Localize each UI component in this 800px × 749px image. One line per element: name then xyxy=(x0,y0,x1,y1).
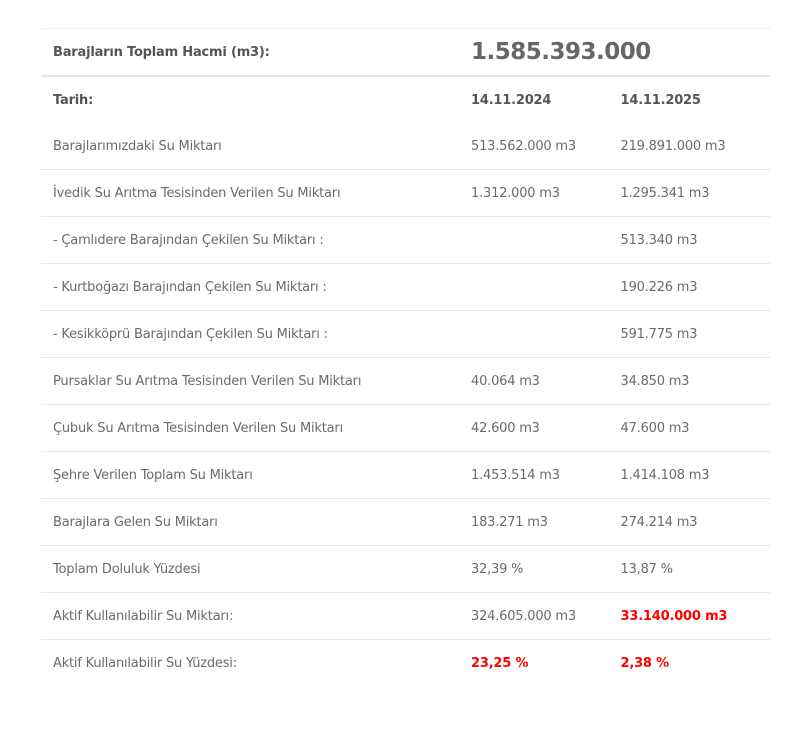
value-2025: 513.340 m3 xyxy=(620,216,770,264)
value-2025: 34.850 m3 xyxy=(620,357,770,405)
value-2024: 40.064 m3 xyxy=(471,357,621,405)
value-2024 xyxy=(471,310,621,358)
table-row: Aktif Kullanılabilir Su Yüzdesi: 23,25 % 2… xyxy=(41,640,770,687)
value-2024: 1.453.514 m3 xyxy=(471,451,621,499)
total-volume-row: Barajların Toplam Hacmi (m3): 1.585.393.… xyxy=(41,28,770,77)
value-2024: 183.271 m3 xyxy=(471,498,621,546)
row-label: Toplam Doluluk Yüzdesi xyxy=(41,545,471,593)
value-2024 xyxy=(471,216,621,264)
date-header-row: Tarih: 14.11.2024 14.11.2025 xyxy=(41,76,770,123)
value-2024 xyxy=(471,263,621,311)
dam-statistics-table: Barajların Toplam Hacmi (m3): 1.585.393.… xyxy=(41,28,770,686)
total-volume-value: 1.585.393.000 xyxy=(471,28,770,77)
value-2024: 1.312.000 m3 xyxy=(471,169,621,217)
value-2024: 324.605.000 m3 xyxy=(471,592,621,640)
row-label: Barajlara Gelen Su Miktarı xyxy=(41,498,471,546)
value-2025: 1.414.108 m3 xyxy=(620,451,770,499)
row-label: - Kesikköprü Barajından Çekilen Su Mikta… xyxy=(41,310,471,358)
table-row: Çubuk Su Arıtma Tesisinden Verilen Su Mi… xyxy=(41,404,770,452)
table-row: Pursaklar Su Arıtma Tesisinden Verilen S… xyxy=(41,357,770,405)
row-label: Şehre Verilen Toplam Su Miktarı xyxy=(41,451,471,499)
value-2025: 219.891.000 m3 xyxy=(620,123,770,170)
value-2025: 47.600 m3 xyxy=(620,404,770,452)
row-label: İvedik Su Arıtma Tesisinden Verilen Su M… xyxy=(41,169,471,217)
value-2024: 23,25 % xyxy=(471,655,529,671)
total-volume-label: Barajların Toplam Hacmi (m3): xyxy=(41,28,471,77)
row-label: Aktif Kullanılabilir Su Miktarı: xyxy=(41,592,471,640)
table-row: - Kesikköprü Barajından Çekilen Su Mikta… xyxy=(41,310,770,358)
row-label: - Çamlıdere Barajından Çekilen Su Miktar… xyxy=(41,216,471,264)
table-row: - Kurtboğazı Barajından Çekilen Su Mikta… xyxy=(41,263,770,311)
row-label: Pursaklar Su Arıtma Tesisinden Verilen S… xyxy=(41,357,471,405)
date-header-2025: 14.11.2025 xyxy=(620,92,701,108)
value-2024: 42.600 m3 xyxy=(471,404,621,452)
row-label: - Kurtboğazı Barajından Çekilen Su Mikta… xyxy=(41,263,471,311)
value-2025: 591.775 m3 xyxy=(620,310,770,358)
value-2025: 33.140.000 m3 xyxy=(620,592,770,640)
value-2025: 190.226 m3 xyxy=(620,263,770,311)
row-label: Aktif Kullanılabilir Su Yüzdesi: xyxy=(53,655,237,671)
row-label: Barajlarımızdaki Su Miktarı xyxy=(41,123,471,170)
value-2024: 513.562.000 m3 xyxy=(471,123,621,170)
date-header-label: Tarih: xyxy=(53,92,94,108)
value-2024: 32,39 % xyxy=(471,545,621,593)
value-2025: 1.295.341 m3 xyxy=(620,169,770,217)
table-row: Barajlarımızdaki Su Miktarı 513.562.000 m… xyxy=(41,123,770,170)
table-row: Toplam Doluluk Yüzdesi 32,39 % 13,87 % xyxy=(41,545,770,593)
table-row: Şehre Verilen Toplam Su Miktarı 1.453.514… xyxy=(41,451,770,499)
value-2025: 13,87 % xyxy=(620,545,770,593)
date-header-2024: 14.11.2024 xyxy=(471,92,552,108)
table-row: Aktif Kullanılabilir Su Miktarı: 324.605.… xyxy=(41,592,770,640)
value-2025: 2,38 % xyxy=(620,655,670,671)
table-row: İvedik Su Arıtma Tesisinden Verilen Su M… xyxy=(41,169,770,217)
row-label: Çubuk Su Arıtma Tesisinden Verilen Su Mi… xyxy=(41,404,471,452)
table-row: - Çamlıdere Barajından Çekilen Su Miktar… xyxy=(41,216,770,264)
table-row: Barajlara Gelen Su Miktarı 183.271 m3 274.… xyxy=(41,498,770,546)
value-2025: 274.214 m3 xyxy=(620,498,770,546)
